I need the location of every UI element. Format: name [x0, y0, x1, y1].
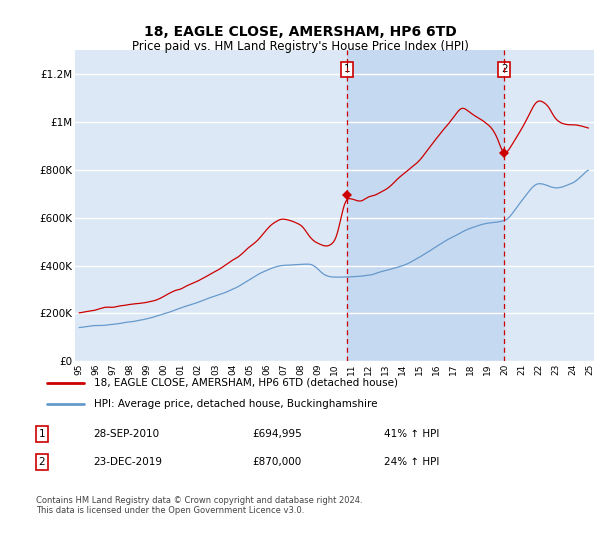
- Text: 18, EAGLE CLOSE, AMERSHAM, HP6 6TD: 18, EAGLE CLOSE, AMERSHAM, HP6 6TD: [143, 25, 457, 39]
- Text: Price paid vs. HM Land Registry's House Price Index (HPI): Price paid vs. HM Land Registry's House …: [131, 40, 469, 53]
- Text: HPI: Average price, detached house, Buckinghamshire: HPI: Average price, detached house, Buck…: [94, 399, 377, 409]
- Bar: [347, 50, 504, 361]
- Text: 1: 1: [344, 64, 350, 74]
- Text: 28-SEP-2010: 28-SEP-2010: [93, 429, 159, 439]
- Text: 41% ↑ HPI: 41% ↑ HPI: [384, 429, 439, 439]
- Text: 24% ↑ HPI: 24% ↑ HPI: [384, 457, 439, 467]
- Text: 1: 1: [38, 429, 46, 439]
- Text: £694,995: £694,995: [252, 429, 302, 439]
- Text: £870,000: £870,000: [252, 457, 301, 467]
- Text: 2: 2: [38, 457, 46, 467]
- Text: Contains HM Land Registry data © Crown copyright and database right 2024.
This d: Contains HM Land Registry data © Crown c…: [36, 496, 362, 515]
- Text: 23-DEC-2019: 23-DEC-2019: [93, 457, 162, 467]
- Text: 18, EAGLE CLOSE, AMERSHAM, HP6 6TD (detached house): 18, EAGLE CLOSE, AMERSHAM, HP6 6TD (deta…: [94, 378, 398, 388]
- Text: 2: 2: [501, 64, 508, 74]
